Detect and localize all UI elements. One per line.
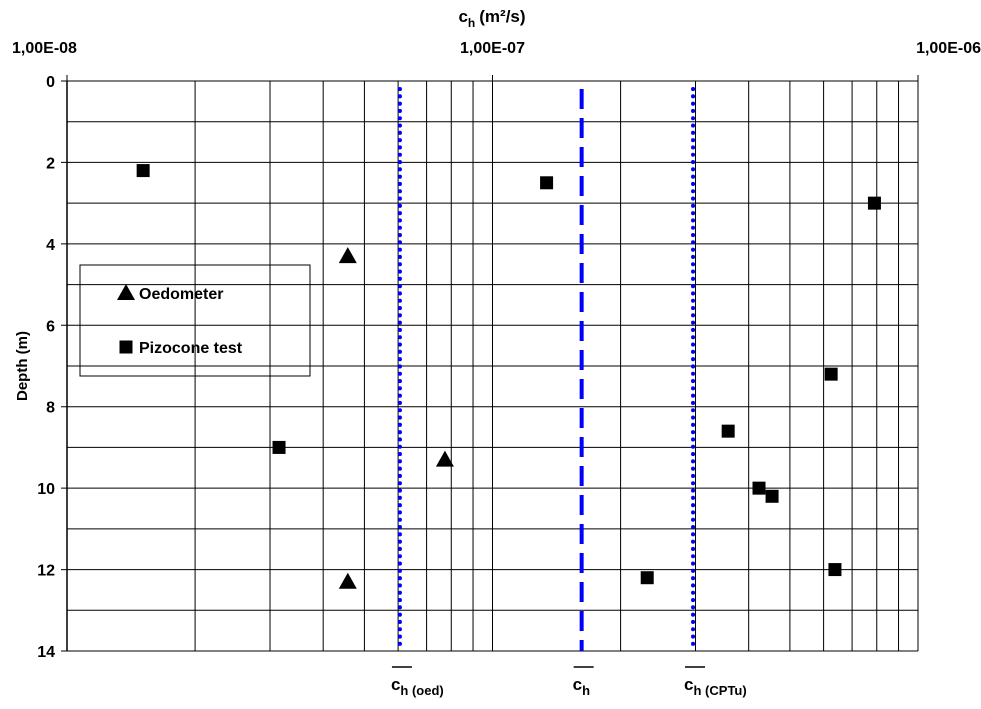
data-point bbox=[765, 489, 779, 503]
reference-label: ch (CPTu) bbox=[684, 675, 747, 698]
reference-label-sub: h (oed) bbox=[400, 683, 443, 698]
data-point bbox=[338, 572, 357, 589]
reference-label-symbol: c bbox=[684, 675, 693, 694]
reference-label-sub: h (CPTu) bbox=[694, 683, 747, 698]
legend-marker bbox=[119, 340, 133, 354]
y-tick-label: 10 bbox=[37, 481, 55, 498]
data-point bbox=[867, 196, 881, 210]
x-title-sub: h bbox=[468, 16, 475, 30]
reference-label-symbol: c bbox=[573, 675, 582, 694]
reference-label: ch bbox=[573, 675, 590, 698]
legend-label: Oedometer bbox=[139, 286, 223, 303]
data-point bbox=[828, 563, 842, 577]
data-point bbox=[824, 367, 838, 381]
x-title-symbol: c bbox=[458, 7, 467, 26]
data-point bbox=[540, 176, 554, 190]
data-point bbox=[752, 481, 766, 495]
reference-label-symbol: c bbox=[391, 675, 400, 694]
x-tick-label: 1,00E-06 bbox=[916, 40, 981, 57]
x-tick-label: 1,00E-07 bbox=[460, 40, 525, 57]
data-point bbox=[136, 164, 150, 178]
y-tick-label: 8 bbox=[46, 400, 55, 417]
y-tick-label: 12 bbox=[37, 563, 55, 580]
legend-label: Pizocone test bbox=[139, 340, 243, 357]
reference-label: ch (oed) bbox=[391, 675, 444, 698]
data-point bbox=[435, 450, 454, 467]
y-tick-label: 0 bbox=[46, 74, 55, 91]
x-title-unit: (m²/s) bbox=[479, 7, 525, 26]
y-tick-label: 2 bbox=[46, 155, 55, 172]
data-point bbox=[272, 440, 286, 454]
y-tick-label: 14 bbox=[37, 644, 55, 661]
data-point bbox=[338, 247, 357, 264]
reference-label-sub: h bbox=[582, 683, 590, 698]
y-tick-label: 6 bbox=[46, 318, 55, 335]
x-tick-label: 1,00E-08 bbox=[12, 40, 77, 57]
y-axis-title: Depth (m) bbox=[14, 331, 31, 401]
legend-marker bbox=[117, 284, 135, 300]
data-point bbox=[640, 571, 654, 585]
data-point bbox=[721, 424, 735, 438]
x-axis-title: ch (m²/s) bbox=[458, 7, 525, 30]
y-tick-label: 4 bbox=[46, 237, 55, 254]
